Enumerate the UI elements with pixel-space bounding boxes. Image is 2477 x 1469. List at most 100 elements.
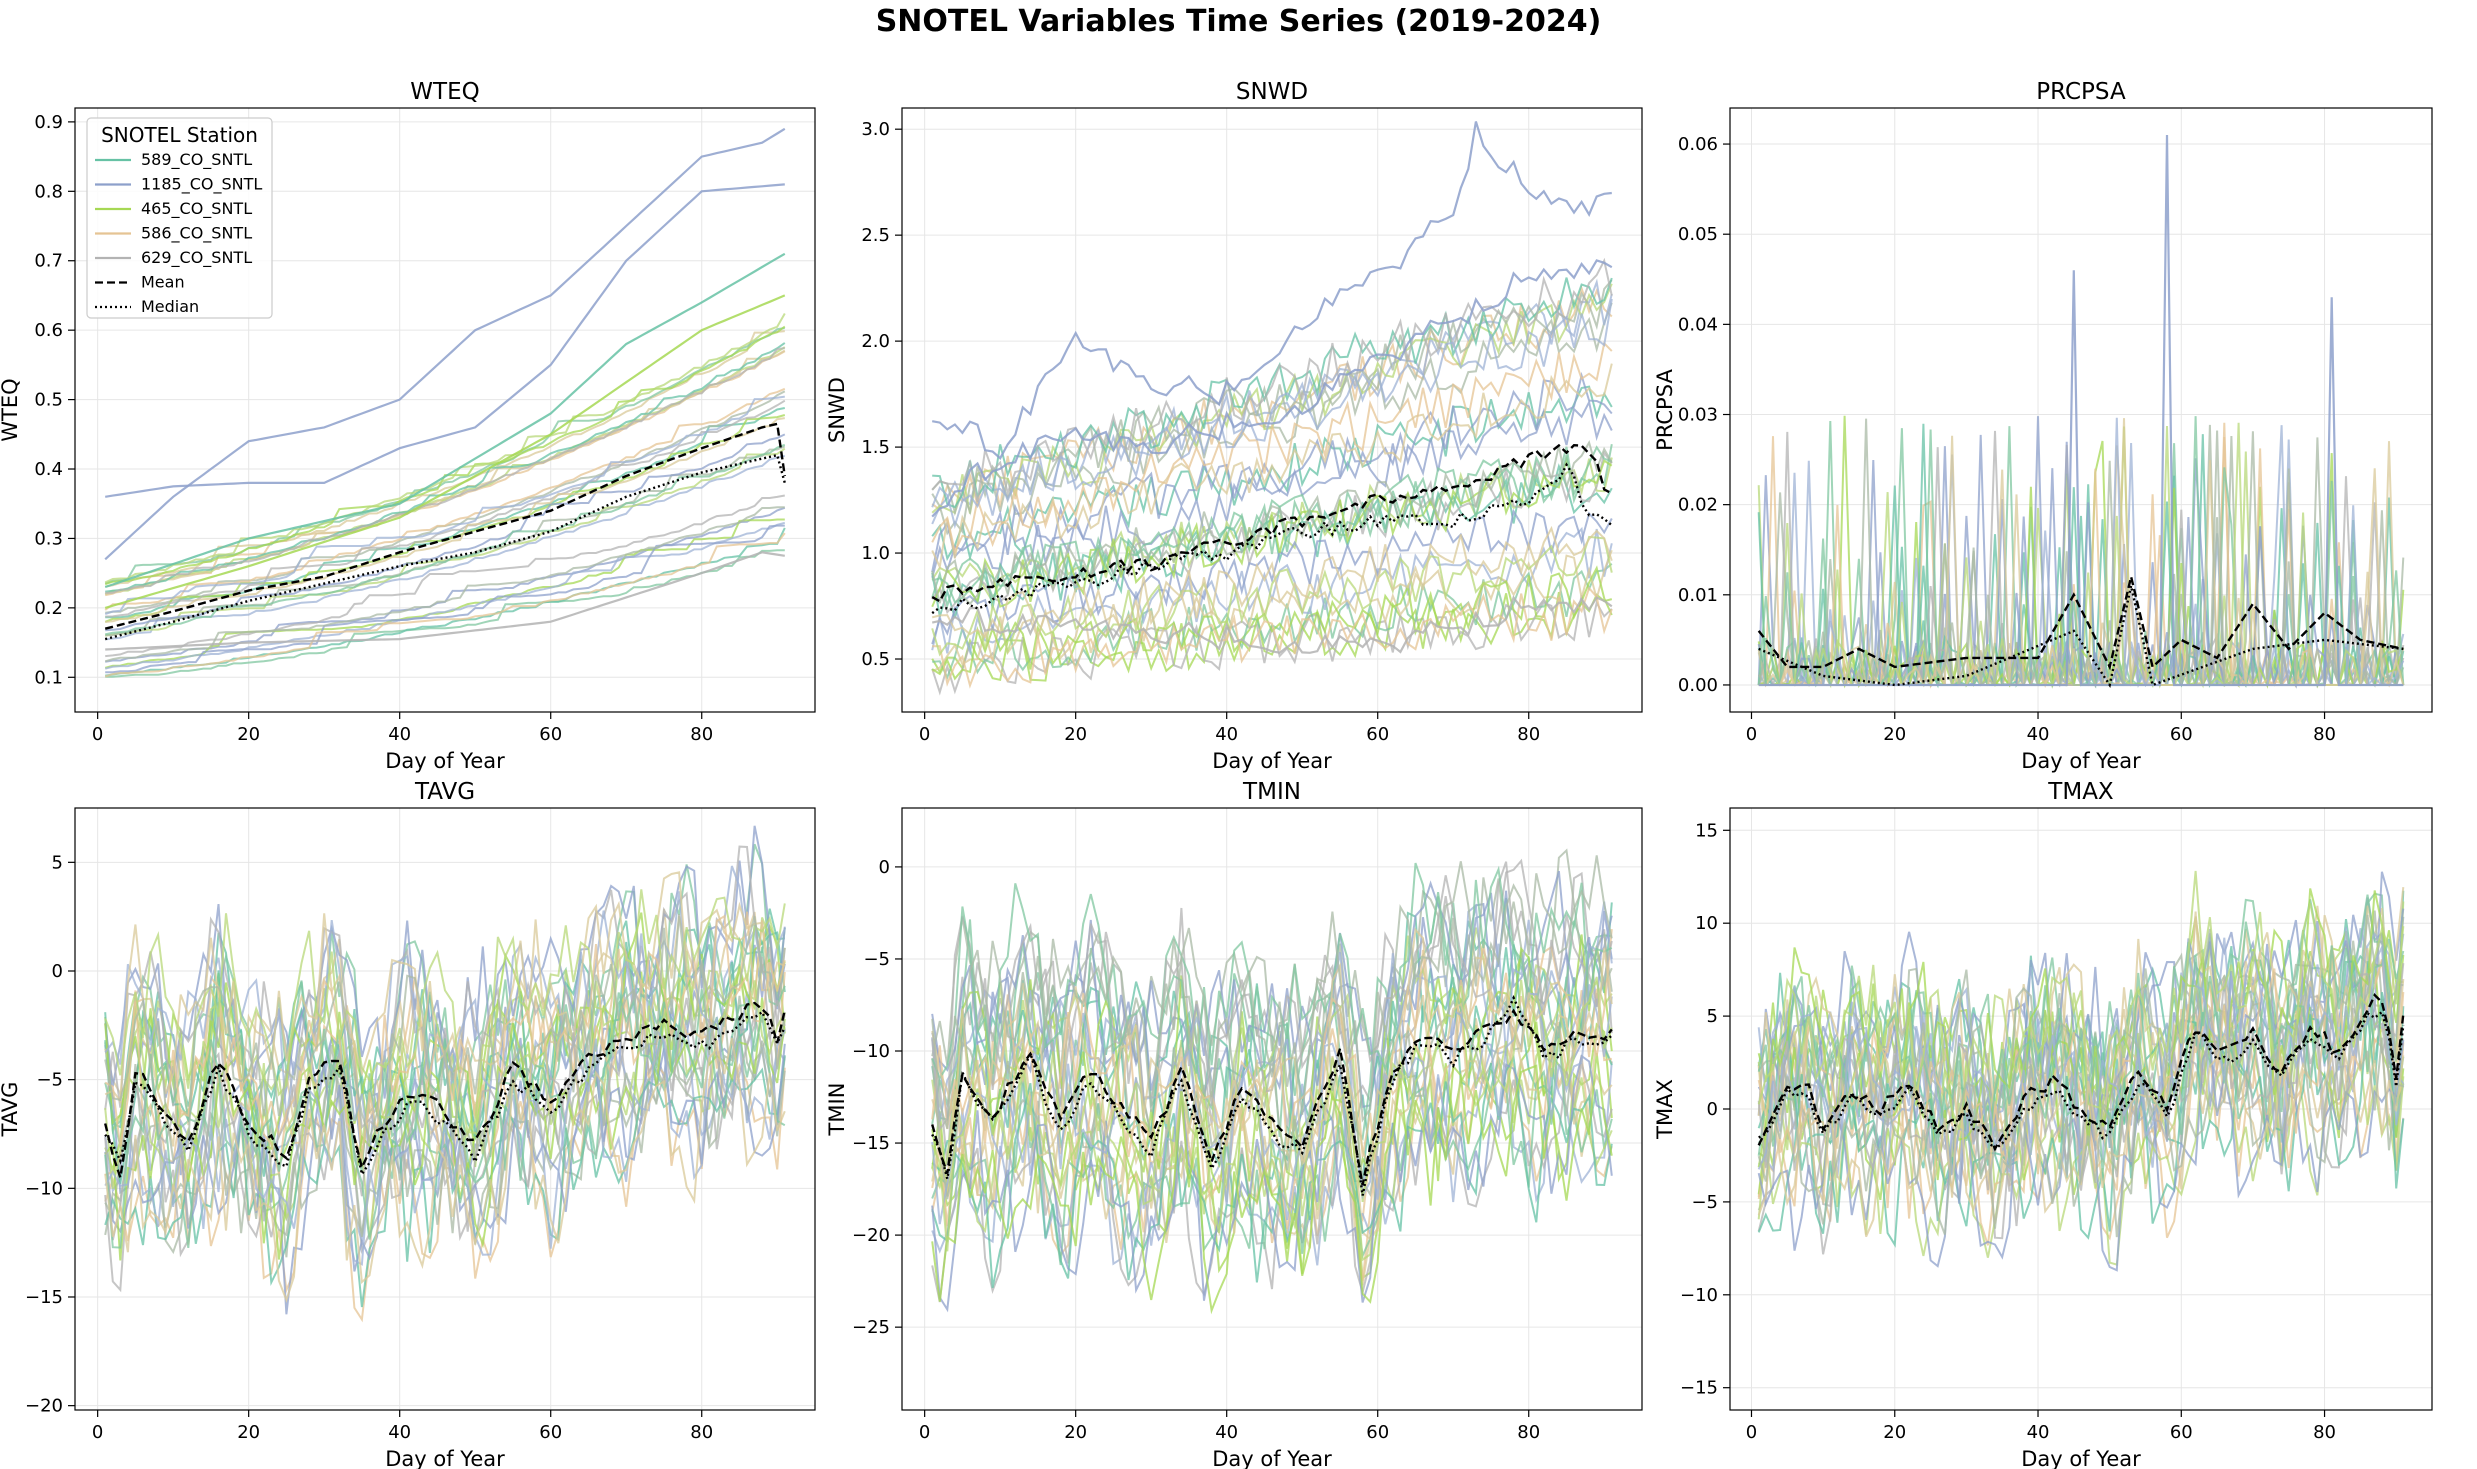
legend-label: 629_CO_SNTL [141,248,252,268]
chart-panel-prcpsa: 0 20 40 60 80 0.00 0.01 0.02 0.03 0.04 0.05 0.06 PRC… [1653,79,2433,773]
y-tick-label: 0.5 [34,390,63,411]
x-tick-label: 20 [237,1422,260,1443]
y-tick-label: −5 [36,1070,63,1091]
y-tick-label: 15 [1695,820,1718,841]
y-tick-label: 0 [52,961,63,982]
x-tick-label: 40 [2027,724,2050,745]
station-line [105,524,785,674]
x-tick-label: 80 [2313,724,2336,745]
y-tick-label: 2.5 [861,225,890,246]
station-line-1185_co_sntl [931,259,1613,518]
chart-title: TMIN [1242,779,1301,805]
station-line [1757,938,2405,1178]
station-line [105,417,785,623]
station-line-1185_co_sntl [1758,134,2404,687]
y-tick-label: 0.3 [34,528,63,549]
y-tick-label: −20 [852,1225,890,1246]
figure-title: SNOTEL Variables Time Series (2019-2024) [875,4,1602,39]
x-tick-label: 0 [919,724,930,745]
median-line [931,995,1613,1196]
chart-title: PRCPSA [2036,79,2126,105]
station-line [1757,1027,2405,1238]
chart-title: TMAX [2047,779,2114,805]
y-axis-label: TMAX [1653,1079,1677,1140]
y-tick-label: 0.04 [1678,314,1718,335]
station-line [104,327,785,585]
y-tick-label: 0.1 [34,667,63,688]
station-line [931,535,1613,657]
y-tick-label: −25 [852,1317,890,1338]
y-tick-label: 0.06 [1678,134,1718,155]
legend-label: 1185_CO_SNTL [141,175,262,195]
y-tick-label: 3.0 [861,119,890,140]
legend: SNOTEL Station 589_CO_SNTL 1185_CO_SNTL 465… [86,117,273,319]
x-tick-label: 80 [2313,1422,2336,1443]
station-lines [931,121,1613,696]
y-axis-label: SNWD [825,377,849,443]
x-tick-label: 40 [388,724,411,745]
y-tick-label: 1.0 [861,543,890,564]
x-tick-label: 80 [1517,1422,1540,1443]
chart-panel-tmax: 0 20 40 60 80 −15 −10 −5 0 5 10 15 TMAX Day of Year TM… [1653,779,2433,1469]
y-tick-label: 0.6 [34,320,63,341]
mean-line [104,422,786,630]
station-line [931,1022,1613,1257]
x-tick-label: 40 [1215,724,1238,745]
station-line [104,992,786,1249]
plot-frame [1729,107,2433,713]
y-tick-label: −15 [25,1287,63,1308]
x-tick-label: 20 [1064,1422,1087,1443]
plot-frame [901,107,1643,713]
y-axis-label: TMIN [825,1083,849,1137]
y-tick-label: 0.4 [34,459,63,480]
station-line [104,325,786,586]
legend-label: Mean [141,273,185,292]
station-line [104,387,786,611]
station-line-629_co_sntl [105,551,785,651]
station-line [931,1052,1613,1315]
station-line [105,443,786,636]
y-axis-label: PRCPSA [1653,369,1677,451]
chart-panel-snwd: 0 20 40 60 80 0.5 1.0 1.5 2.0 2.5 3.0 SNWD Day of Ye… [825,79,1643,773]
x-tick-label: 40 [388,1422,411,1443]
station-line [1757,990,2404,1238]
station-line [931,525,1613,640]
y-tick-label: −5 [863,949,890,970]
y-tick-label: 2.0 [861,331,890,352]
y-tick-label: −15 [852,1133,890,1154]
y-tick-label: 0.01 [1678,585,1718,606]
chart-title: TAVG [414,779,475,805]
x-tick-label: 60 [2170,724,2193,745]
station-line [931,870,1613,1106]
station-line [1757,963,2405,1192]
y-tick-label: −5 [1691,1192,1718,1213]
y-tick-label: −10 [25,1178,63,1199]
x-tick-label: 60 [539,1422,562,1443]
y-tick-label: 0.9 [34,112,63,133]
station-line [105,549,785,678]
station-line [931,976,1613,1252]
y-tick-label: 0.7 [34,251,63,272]
station-line [931,279,1613,517]
median-line [1758,1010,2405,1151]
station-line [104,845,786,1130]
chart-panel-wteq: 0 20 40 60 80 0.1 0.2 0.3 0.4 0.5 0.6 0.7 0.8 0.9 WTEQ… [0,79,816,773]
station-line [104,313,786,584]
median-line [104,1010,786,1178]
station-line [931,984,1613,1225]
x-tick-label: 80 [690,1422,713,1443]
station-line-1185_co_sntl [105,183,785,498]
x-tick-label: 40 [2027,1422,2050,1443]
y-tick-label: 0.5 [861,649,890,670]
x-axis-label: Day of Year [2021,1447,2141,1469]
y-tick-label: 5 [52,852,63,873]
station-line [931,927,1613,1173]
x-tick-label: 0 [919,1422,930,1443]
x-tick-label: 20 [237,724,260,745]
plot-frame [901,807,1643,1411]
station-line [104,532,786,678]
y-axis-label: WTEQ [0,378,22,441]
station-line [104,395,785,616]
station-line [104,506,785,663]
